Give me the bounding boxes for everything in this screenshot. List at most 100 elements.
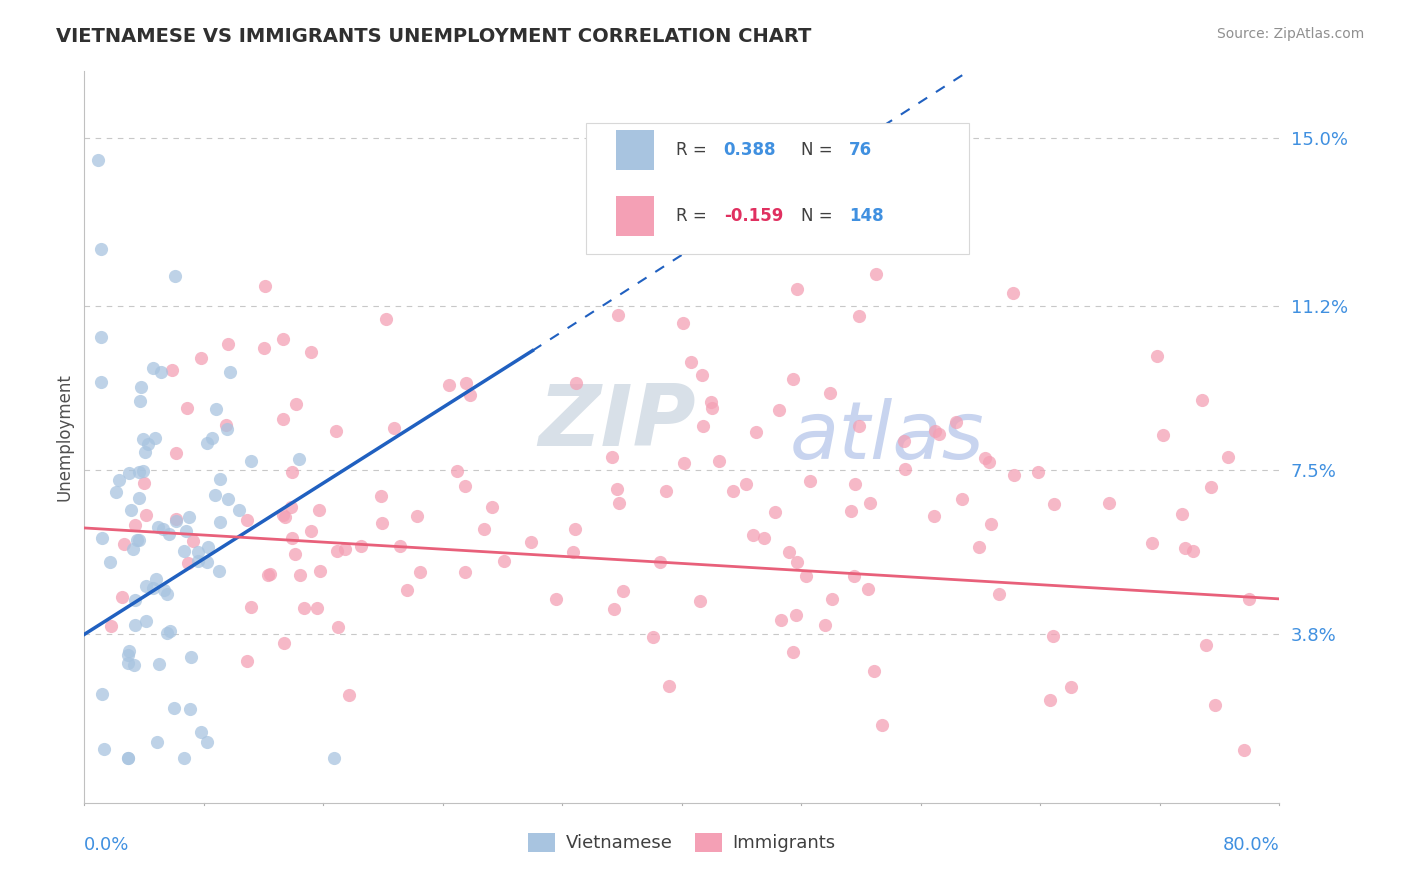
Point <box>734 476 756 491</box>
Y-axis label: Unemployment: Unemployment <box>55 373 73 501</box>
Text: N =: N = <box>801 207 838 225</box>
Point <box>180 649 202 664</box>
Point <box>174 524 197 538</box>
Point <box>752 532 775 546</box>
Text: R =: R = <box>676 141 711 159</box>
Point <box>980 516 1002 531</box>
Point <box>388 539 411 553</box>
Point <box>271 332 294 346</box>
Point <box>603 602 626 616</box>
Point <box>205 402 228 417</box>
Point <box>308 502 330 516</box>
Point <box>648 555 671 569</box>
Point <box>337 688 360 702</box>
Point <box>974 450 997 465</box>
Point <box>124 593 146 607</box>
Point <box>124 518 146 533</box>
Point <box>1146 349 1168 363</box>
Point <box>163 701 186 715</box>
Point <box>254 279 277 293</box>
Point <box>152 583 174 598</box>
Point <box>150 365 173 379</box>
Point <box>1152 427 1174 442</box>
Point <box>91 532 114 546</box>
Point <box>179 702 201 716</box>
Point <box>217 336 239 351</box>
Point <box>375 312 398 326</box>
FancyBboxPatch shape <box>586 122 969 254</box>
Point <box>165 512 187 526</box>
Point <box>146 520 169 534</box>
Point <box>176 401 198 416</box>
Point <box>658 679 681 693</box>
Point <box>673 456 696 470</box>
Point <box>325 425 347 439</box>
Point <box>162 363 184 377</box>
Point <box>702 401 724 415</box>
Point <box>132 432 155 446</box>
Point <box>1201 479 1223 493</box>
Point <box>236 654 259 668</box>
Point <box>600 450 623 465</box>
Point <box>118 643 141 657</box>
Point <box>129 394 152 409</box>
Point <box>292 600 315 615</box>
Point <box>859 496 882 510</box>
Point <box>100 619 122 633</box>
Point <box>143 431 166 445</box>
Point <box>744 425 766 439</box>
Text: ZIP: ZIP <box>538 381 696 464</box>
Point <box>111 591 134 605</box>
Point <box>870 718 893 732</box>
Point <box>305 600 328 615</box>
Point <box>165 446 187 460</box>
Point <box>163 268 186 283</box>
Point <box>454 478 477 492</box>
Text: -0.159: -0.159 <box>724 207 783 225</box>
Point <box>173 751 195 765</box>
Point <box>1002 468 1025 483</box>
Legend: Vietnamese, Immigrants: Vietnamese, Immigrants <box>522 826 842 860</box>
Point <box>142 582 165 596</box>
Point <box>796 569 818 583</box>
Point <box>217 491 239 506</box>
Point <box>135 508 157 523</box>
Point <box>333 541 356 556</box>
Point <box>148 657 170 671</box>
Point <box>90 375 112 389</box>
Point <box>128 465 150 479</box>
Point <box>655 484 678 499</box>
Point <box>215 417 238 432</box>
Point <box>769 613 792 627</box>
Point <box>612 583 634 598</box>
Point <box>98 555 121 569</box>
Point <box>928 426 950 441</box>
Point <box>689 594 711 608</box>
Point <box>301 524 323 538</box>
Point <box>950 492 973 507</box>
Point <box>481 500 503 514</box>
Point <box>136 437 159 451</box>
Point <box>204 488 226 502</box>
Point <box>1204 698 1226 713</box>
Point <box>128 533 150 547</box>
Point <box>544 591 567 606</box>
Point <box>273 635 295 649</box>
Point <box>561 545 583 559</box>
Point <box>122 542 145 557</box>
Point <box>924 424 946 438</box>
Text: VIETNAMESE VS IMMIGRANTS UNEMPLOYMENT CORRELATION CHART: VIETNAMESE VS IMMIGRANTS UNEMPLOYMENT CO… <box>56 27 811 45</box>
Point <box>288 567 311 582</box>
Point <box>690 368 713 383</box>
Point <box>299 344 322 359</box>
Point <box>786 282 808 296</box>
Text: 76: 76 <box>849 141 872 159</box>
Point <box>240 454 263 468</box>
Point <box>446 464 468 478</box>
Point <box>152 522 174 536</box>
Point <box>309 565 332 579</box>
Point <box>124 658 146 673</box>
Point <box>157 527 180 541</box>
Point <box>134 445 156 459</box>
Point <box>187 554 209 568</box>
